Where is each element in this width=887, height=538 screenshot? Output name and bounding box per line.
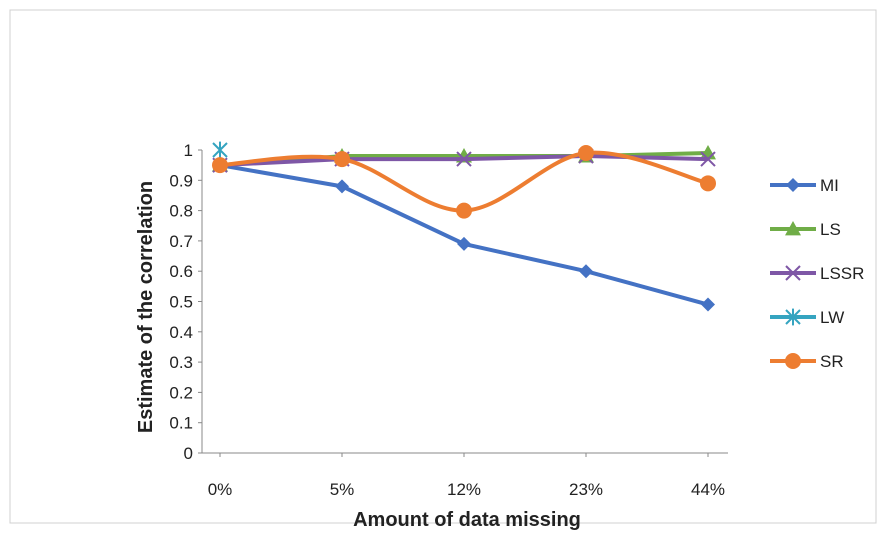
y-tick-label: 0.6 — [169, 262, 193, 281]
x-tick-label: 44% — [691, 480, 725, 499]
data-point-mi — [701, 297, 715, 312]
plot-area — [212, 141, 716, 312]
legend-label-mi: MI — [820, 176, 839, 195]
legend-marker-lssr — [785, 265, 801, 281]
legend-item-lssr: LSSR — [770, 264, 864, 283]
axes: 0 0.1 0.2 0.3 0.4 0.5 0.6 0.7 0.8 0.9 1 0% 5% 12% 23% 4… — [169, 141, 728, 499]
x-axis-title: Amount of data missing — [353, 509, 581, 531]
legend-label-ls: LS — [820, 220, 841, 239]
legend-label-sr: SR — [820, 352, 844, 371]
x-tick-label: 0% — [208, 480, 233, 499]
legend-marker-sr — [785, 353, 801, 369]
series-lw — [212, 141, 228, 159]
x-tick-label: 5% — [330, 480, 355, 499]
series-sr — [212, 145, 716, 219]
x-tick-label: 12% — [447, 480, 481, 499]
y-tick-label: 0.4 — [169, 323, 193, 342]
data-point-mi — [457, 236, 471, 251]
data-point-sr — [334, 151, 350, 168]
legend-marker-ls — [785, 221, 801, 236]
y-tick-label: 0.7 — [169, 232, 193, 251]
data-point-lssr — [700, 151, 716, 167]
legend-marker-lw — [785, 308, 801, 326]
y-tick-label: 0.9 — [169, 171, 193, 190]
y-axis-title: Estimate of the correlation — [135, 181, 157, 433]
legend: MI LS LSSR LW SR — [770, 176, 864, 371]
data-point-sr — [578, 145, 594, 162]
legend-item-sr: SR — [770, 352, 844, 371]
legend-label-lw: LW — [820, 308, 844, 327]
data-point-lw — [212, 141, 228, 159]
x-tick-label: 23% — [569, 480, 603, 499]
legend-marker-mi — [786, 178, 800, 192]
data-point-sr — [456, 202, 472, 219]
legend-item-ls: LS — [770, 220, 841, 239]
data-point-mi — [579, 264, 593, 279]
legend-item-mi: MI — [770, 176, 839, 195]
y-tick-label: 0.1 — [169, 414, 193, 433]
data-point-sr — [700, 175, 716, 192]
legend-label-lssr: LSSR — [820, 264, 864, 283]
y-tick-label: 0 — [184, 444, 193, 463]
data-point-mi — [335, 179, 349, 194]
y-tick-label: 0.3 — [169, 353, 193, 372]
data-point-sr — [212, 157, 228, 174]
y-tick-label: 0.5 — [169, 293, 193, 312]
y-tick-label: 0.8 — [169, 202, 193, 221]
legend-item-lw: LW — [770, 308, 844, 327]
y-tick-label: 1 — [184, 141, 193, 160]
y-tick-label: 0.2 — [169, 383, 193, 402]
data-point-lssr — [456, 151, 472, 167]
chart-border — [9, 9, 877, 524]
